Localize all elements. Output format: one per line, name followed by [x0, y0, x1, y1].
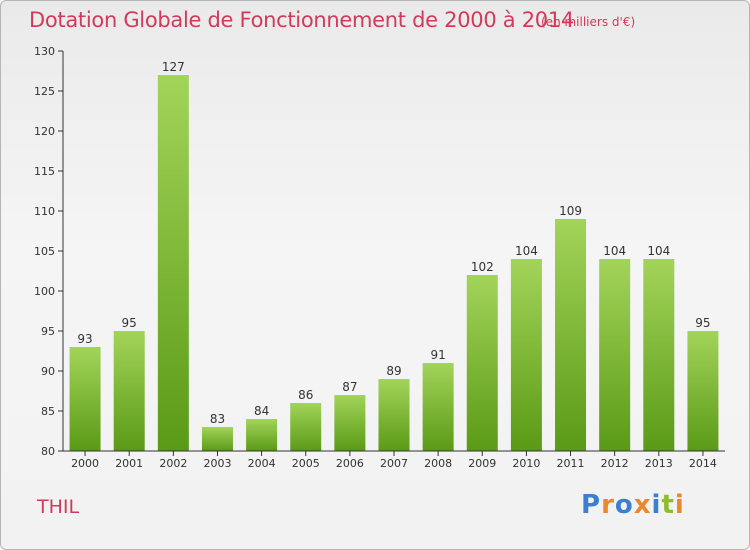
- x-tick-label: 2001: [115, 457, 143, 470]
- bar-value-label: 109: [559, 204, 582, 218]
- bar: [643, 259, 675, 451]
- logo-letter: r: [601, 490, 615, 520]
- y-tick-label: 110: [34, 205, 55, 218]
- x-tick-label: 2009: [468, 457, 496, 470]
- x-tick-label: 2008: [424, 457, 452, 470]
- x-tick-label: 2006: [336, 457, 364, 470]
- bar-value-label: 104: [647, 244, 670, 258]
- logo-letter: i: [674, 490, 685, 520]
- y-tick-label: 125: [34, 85, 55, 98]
- proxiti-logo: Proxiti: [581, 490, 685, 520]
- y-tick-label: 90: [41, 365, 55, 378]
- x-tick-label: 2013: [645, 457, 673, 470]
- bar-value-label: 89: [386, 364, 401, 378]
- y-tick-label: 95: [41, 325, 55, 338]
- bar: [378, 379, 410, 451]
- bar: [555, 219, 587, 451]
- commune-name: THIL: [37, 496, 80, 518]
- y-tick-label: 100: [34, 285, 55, 298]
- x-tick-label: 2011: [557, 457, 585, 470]
- bar: [334, 395, 366, 451]
- bar: [290, 403, 322, 451]
- x-tick-label: 2007: [380, 457, 408, 470]
- x-tick-label: 2010: [512, 457, 540, 470]
- bar: [687, 331, 719, 451]
- bar: [201, 427, 233, 451]
- logo-letter: P: [581, 490, 602, 520]
- bar: [466, 275, 498, 451]
- y-tick-label: 120: [34, 125, 55, 138]
- chart-unit: (en milliers d'€): [541, 15, 636, 29]
- x-tick-label: 2000: [71, 457, 99, 470]
- bar: [157, 75, 189, 451]
- bar-value-label: 95: [695, 316, 710, 330]
- bar-value-label: 104: [603, 244, 626, 258]
- x-tick-label: 2003: [203, 457, 231, 470]
- bar-value-label: 104: [515, 244, 538, 258]
- chart-title: Dotation Globale de Fonctionnement de 20…: [29, 8, 574, 32]
- logo-letter: t: [661, 490, 675, 520]
- bar-value-label: 84: [254, 404, 269, 418]
- bar-value-label: 127: [162, 60, 185, 74]
- y-tick-label: 130: [34, 45, 55, 58]
- y-tick-label: 80: [41, 445, 55, 458]
- x-tick-label: 2004: [248, 457, 276, 470]
- bar: [69, 347, 101, 451]
- bar-value-label: 102: [471, 260, 494, 274]
- bar: [510, 259, 542, 451]
- bar: [246, 419, 278, 451]
- x-tick-label: 2005: [292, 457, 320, 470]
- x-tick-label: 2012: [601, 457, 629, 470]
- logo-letter: i: [651, 490, 662, 520]
- x-tick-label: 2002: [159, 457, 187, 470]
- x-tick-label: 2014: [689, 457, 717, 470]
- bar-value-label: 87: [342, 380, 357, 394]
- bar-chart: 80 85 90 95 100 105 110 115 120 125 130 93 95 127 83 8…: [34, 45, 725, 470]
- bar-value-label: 91: [430, 348, 445, 362]
- bar-value-label: 95: [122, 316, 137, 330]
- bar: [113, 331, 145, 451]
- bar-value-label: 83: [210, 412, 225, 426]
- logo-letter: x: [633, 490, 652, 520]
- y-tick-label: 115: [34, 165, 55, 178]
- y-tick-label: 105: [34, 245, 55, 258]
- bar: [422, 363, 454, 451]
- bar: [599, 259, 631, 451]
- logo-letter: o: [614, 490, 634, 520]
- y-tick-label: 85: [41, 405, 55, 418]
- bar-value-label: 93: [77, 332, 92, 346]
- bar-value-label: 86: [298, 388, 313, 402]
